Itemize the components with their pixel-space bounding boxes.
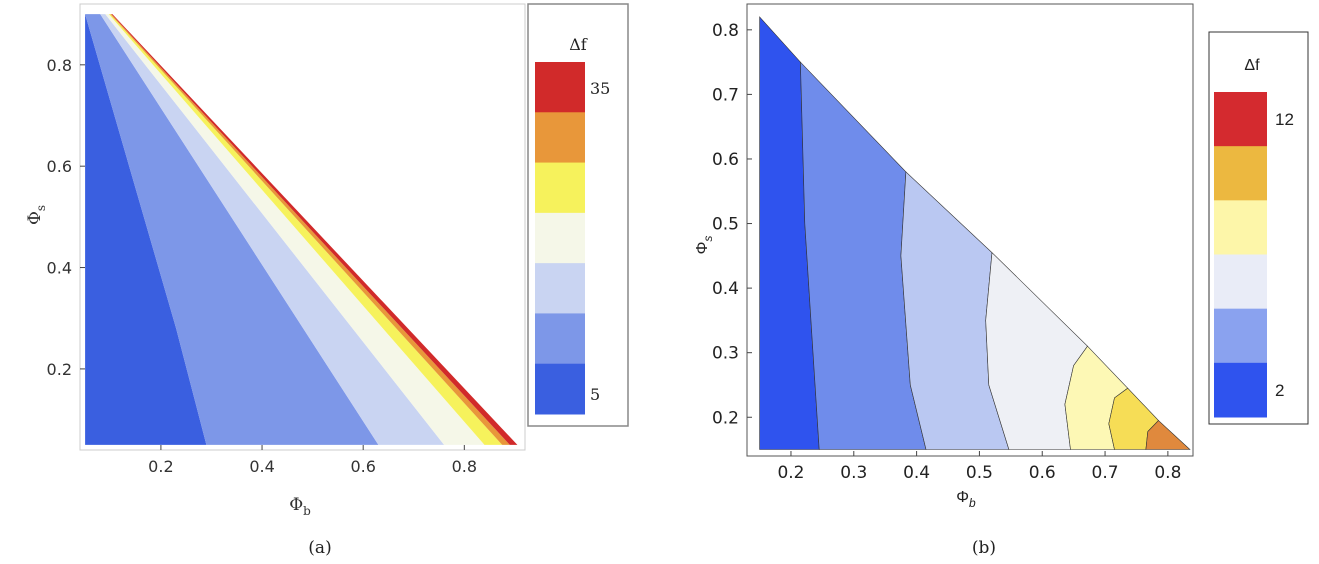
panel-b-y-tick-label: 0.7 — [712, 85, 739, 105]
panel-a-legend-swatch-3 — [535, 212, 585, 264]
panel-a-y-axis-label: Φs — [25, 205, 48, 225]
panel-b-ticks: 0.2 0.3 0.4 0.5 0.6 0.7 0.8 0.2 0.3 0.4 0.5 0.6 0.7 0… — [712, 21, 1181, 483]
panel-b-legend-swatch-0 — [1214, 92, 1267, 147]
panel-b-y-axis-label: Φs — [694, 236, 715, 255]
panel-b-x-tick-label: 0.3 — [840, 463, 867, 483]
panel-a-y-tick-label: 0.8 — [47, 56, 72, 75]
panel-b-legend-swatch-1 — [1214, 146, 1267, 201]
panel-b-y-tick-label: 0.8 — [712, 21, 739, 41]
panel-a-legend-swatch-5 — [535, 313, 585, 365]
panel-a-legend-swatch-4 — [535, 263, 585, 314]
panel-b-y-tick-label: 0.6 — [712, 150, 739, 170]
panel-a-legend-swatch-2 — [535, 162, 585, 214]
panel-a-legend-label-top: 35 — [590, 79, 610, 98]
panel-b-legend-swatch-5 — [1214, 362, 1267, 418]
panel-a-x-tick-label: 0.4 — [249, 457, 274, 476]
panel-a-legend-swatch-1 — [535, 112, 585, 164]
panel-a-legend-swatch-0 — [535, 62, 585, 113]
panel-b-y-tick-label: 0.5 — [712, 215, 739, 235]
panel-a-legend-title: Δf — [569, 35, 588, 54]
panel-b-x-axis-label: Φb — [956, 489, 976, 510]
panel-b-region-6 — [1145, 420, 1191, 450]
panel-a-region-6 — [111, 14, 518, 445]
panel-a-region-5 — [110, 14, 510, 445]
panel-a-x-axis-label: Φb — [289, 495, 311, 518]
panel-b-x-tick-label: 0.7 — [1092, 463, 1119, 483]
panel-b-contour-regions — [759, 16, 1191, 450]
panel-b-legend: Δf 12 2 — [1208, 31, 1309, 425]
panel-b-legend-title: Δf — [1244, 57, 1260, 74]
panel-a-region-4 — [108, 14, 503, 445]
panel-b-caption: (b) — [972, 538, 996, 558]
panel-b: 0.2 0.3 0.4 0.5 0.6 0.7 0.8 0.2 0.3 0.4 0.5 0.6 0.7 0… — [694, 3, 1309, 558]
panel-b-legend-swatch-2 — [1214, 200, 1267, 255]
panel-a-region-0 — [85, 14, 207, 445]
panel-a-x-tick-label: 0.2 — [148, 457, 173, 476]
panel-a-legend-swatches — [535, 62, 585, 415]
panel-a-y-tick-label: 0.4 — [47, 259, 72, 278]
panel-a-ticks: 0.2 0.4 0.6 0.8 0.2 0.4 0.6 0.8 — [47, 56, 477, 476]
panel-b-x-tick-label: 0.8 — [1154, 463, 1181, 483]
panel-b-x-tick-label: 0.2 — [777, 463, 804, 483]
panel-a: 0.2 0.4 0.6 0.8 0.2 0.4 0.6 0.8 Φb Φs Δf 35 5 (… — [25, 3, 629, 558]
panel-b-y-tick-label: 0.3 — [712, 344, 739, 364]
panel-a-region-2 — [100, 14, 445, 445]
panel-a-y-tick-label: 0.2 — [47, 360, 72, 379]
panel-b-legend-swatch-3 — [1214, 254, 1267, 310]
panel-a-legend-swatch-6 — [535, 363, 585, 415]
panel-a-y-tick-label: 0.6 — [47, 157, 72, 176]
panel-a-region-3 — [105, 14, 485, 445]
panel-a-legend-label-bottom: 5 — [590, 385, 600, 404]
panel-b-legend-swatch-4 — [1214, 308, 1267, 364]
panel-b-x-tick-label: 0.5 — [966, 463, 993, 483]
panel-b-legend-swatches — [1214, 92, 1267, 418]
panel-a-caption: (a) — [308, 538, 331, 558]
panel-a-x-tick-label: 0.8 — [452, 457, 477, 476]
panel-b-legend-label-top: 12 — [1275, 110, 1294, 129]
panel-b-y-tick-label: 0.2 — [712, 408, 739, 428]
panel-a-region-1 — [85, 14, 379, 445]
panel-b-x-tick-label: 0.4 — [903, 463, 930, 483]
panel-b-legend-label-bottom: 2 — [1275, 381, 1284, 400]
panel-a-contour-regions — [85, 14, 518, 445]
panel-a-legend: Δf 35 5 — [527, 3, 629, 427]
panel-a-x-tick-label: 0.6 — [350, 457, 375, 476]
panel-b-x-tick-label: 0.6 — [1029, 463, 1056, 483]
panel-b-y-tick-label: 0.4 — [712, 279, 739, 299]
